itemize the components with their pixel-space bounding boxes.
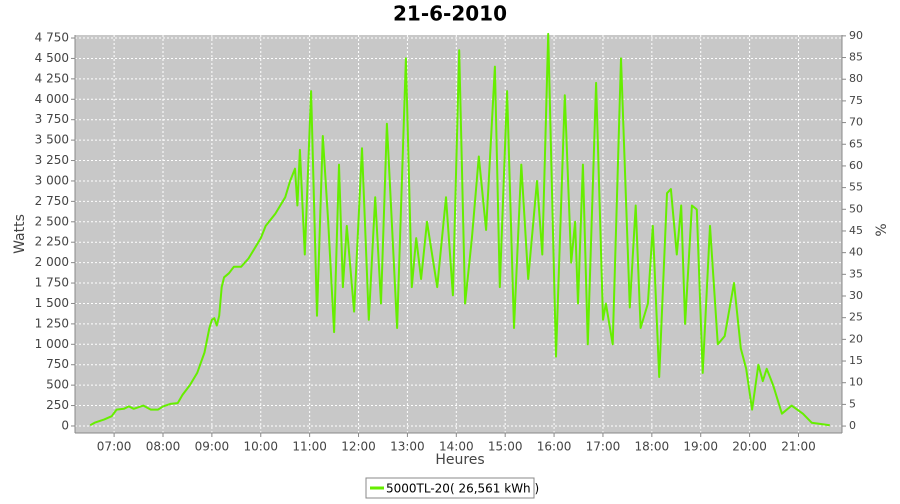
y-tick-label: 2 000: [35, 255, 69, 269]
y2-tick-label: 50: [849, 202, 863, 215]
x-tick-label: 15:00: [488, 440, 523, 454]
y-tick-label: 3 000: [35, 173, 69, 187]
y2-tick-label: 90: [849, 29, 863, 42]
x-tick-label: 13:00: [390, 440, 425, 454]
y2-tick-label: 45: [849, 224, 863, 237]
y2-tick-label: 0: [849, 419, 856, 432]
y-tick-label: 750: [46, 357, 69, 371]
y2-tick-label: 30: [849, 289, 863, 302]
x-tick-label: 11:00: [292, 440, 327, 454]
x-tick-label: 08:00: [146, 440, 181, 454]
y2-tick-label: 70: [849, 116, 863, 129]
y2-tick-label: 15: [849, 354, 863, 367]
y-tick-label: 3 250: [35, 153, 69, 167]
x-tick-label: 20:00: [732, 440, 767, 454]
y-tick-label: 4 500: [35, 51, 69, 65]
x-tick-label: 21:00: [781, 440, 816, 454]
x-tick-label: 19:00: [683, 440, 718, 454]
y-tick-label: 2 500: [35, 214, 69, 228]
y2-tick-label: 85: [849, 51, 863, 64]
y-tick-label: 2 250: [35, 235, 69, 249]
y-tick-label: 4 250: [35, 71, 69, 85]
y2-tick-label: 25: [849, 311, 863, 324]
x-tick-label: 07:00: [97, 440, 132, 454]
y-tick-label: 4 000: [35, 92, 69, 106]
y2-tick-label: 55: [849, 181, 863, 194]
x-tick-label: 10:00: [243, 440, 278, 454]
y-tick-label: 0: [61, 418, 69, 432]
y-tick-label: 1 000: [35, 337, 69, 351]
y-tick-label: 500: [46, 378, 69, 392]
x-tick-label: 16:00: [537, 440, 572, 454]
x-tick-label: 17:00: [586, 440, 621, 454]
y2-tick-label: 65: [849, 137, 863, 150]
y2-tick-label: 80: [849, 72, 863, 85]
y2-tick-label: 20: [849, 332, 863, 345]
x-axis-label: Heures: [435, 452, 484, 468]
y2-tick-label: 60: [849, 159, 863, 172]
x-tick-label: 18:00: [635, 440, 670, 454]
series-line: [89, 32, 830, 427]
y-tick-label: 1 750: [35, 276, 69, 290]
y-tick-label: 3 750: [35, 112, 69, 126]
x-tick-label: 14:00: [439, 440, 474, 454]
y-tick-label: 1 500: [35, 296, 69, 310]
y-tick-label: 4 750: [35, 31, 69, 45]
legend: [365, 477, 535, 499]
y2-tick-label: 35: [849, 267, 863, 280]
y2-tick-label: 10: [849, 376, 863, 389]
y2-tick-label: 40: [849, 246, 863, 259]
y-tick-label: 250: [46, 398, 69, 412]
x-tick-label: 09:00: [195, 440, 230, 454]
y-tick-label: 2 750: [35, 194, 69, 208]
legend-label: 5000TL-20( 26,561 kWh ): [386, 482, 539, 496]
y-axis-label: Watts: [12, 214, 28, 254]
y2-axis-label: %: [874, 223, 890, 236]
chart-title: 21-6-2010: [393, 2, 507, 26]
y2-tick-label: 5: [849, 397, 856, 410]
y-tick-label: 1 250: [35, 316, 69, 330]
x-tick-label: 12:00: [341, 440, 376, 454]
y2-tick-label: 75: [849, 94, 863, 107]
y-tick-label: 3 500: [35, 133, 69, 147]
